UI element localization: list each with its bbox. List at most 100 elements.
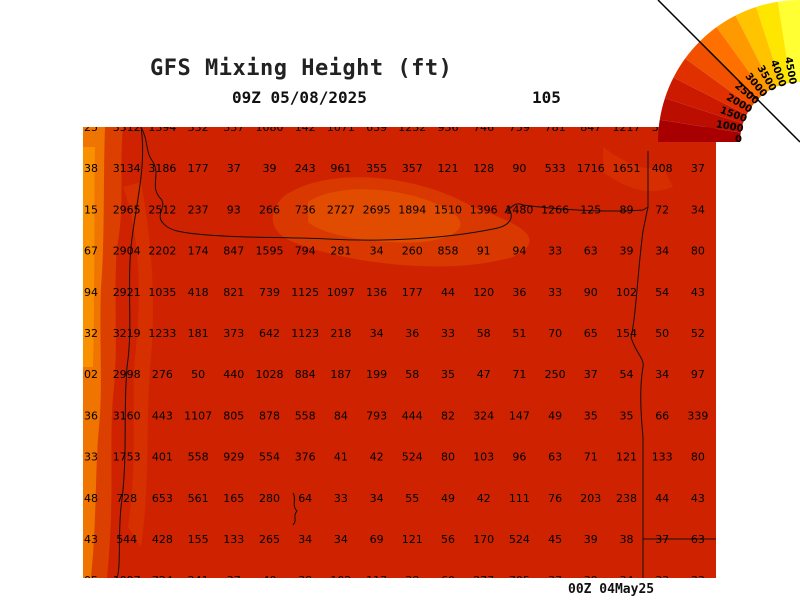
station-value: 43 xyxy=(691,492,705,505)
station-value: 929 xyxy=(223,451,244,464)
station-value: 781 xyxy=(545,127,566,134)
station-value: 533 xyxy=(545,162,566,175)
station-value: 35 xyxy=(441,368,455,381)
station-value: 80 xyxy=(441,451,455,464)
station-value: 49 xyxy=(548,409,562,422)
station-value: 33 xyxy=(548,245,562,258)
valid-time: 09Z 05/08/2025 xyxy=(232,88,367,107)
station-value: 936 xyxy=(438,127,459,134)
station-value: 70 xyxy=(548,327,562,340)
station-value: 37 xyxy=(584,368,598,381)
station-value: 121 xyxy=(402,533,423,546)
station-value: 544 xyxy=(116,533,137,546)
station-value: 3186 xyxy=(148,162,176,175)
station-value: 265 xyxy=(259,533,280,546)
station-value: 444 xyxy=(402,409,423,422)
station-value: 443 xyxy=(152,409,173,422)
station-value: 38 xyxy=(84,162,98,175)
station-value: 858 xyxy=(438,245,459,258)
station-value: 277 xyxy=(473,574,494,578)
station-value: 3160 xyxy=(113,409,141,422)
legend-wedge xyxy=(664,77,747,124)
state-borders xyxy=(116,127,716,578)
station-value: 47 xyxy=(477,368,491,381)
station-value: 36 xyxy=(405,327,419,340)
station-value: 38 xyxy=(620,533,634,546)
station-value: 90 xyxy=(512,162,526,175)
station-value: 199 xyxy=(366,368,387,381)
station-value: 281 xyxy=(330,245,351,258)
station-value: 54 xyxy=(655,286,669,299)
station-value: 43 xyxy=(84,533,98,546)
station-value: 1123 xyxy=(291,327,319,340)
station-value: 2727 xyxy=(327,203,355,216)
station-value: 103 xyxy=(473,451,494,464)
station-value: 37 xyxy=(655,533,669,546)
station-value: 203 xyxy=(580,492,601,505)
station-value: 39 xyxy=(620,245,634,258)
station-value: 56 xyxy=(441,533,455,546)
station-value: 155 xyxy=(188,533,209,546)
station-value: 50 xyxy=(191,368,205,381)
station-value: 724 xyxy=(152,574,173,578)
station-value: 2904 xyxy=(113,245,141,258)
station-value: 1595 xyxy=(256,245,284,258)
station-value: 243 xyxy=(295,162,316,175)
station-value: 33 xyxy=(691,574,705,578)
station-value: 376 xyxy=(295,451,316,464)
station-value: 34 xyxy=(334,533,348,546)
station-value: 36 xyxy=(84,409,98,422)
station-value: 821 xyxy=(223,286,244,299)
station-value: 51 xyxy=(512,327,526,340)
station-value: 96 xyxy=(512,451,526,464)
station-value: 805 xyxy=(223,409,244,422)
station-value: 561 xyxy=(188,492,209,505)
station-value: 1097 xyxy=(327,286,355,299)
station-value: 165 xyxy=(223,492,244,505)
station-value: 408 xyxy=(652,162,673,175)
station-value: 1107 xyxy=(184,409,212,422)
station-value: 34 xyxy=(298,533,312,546)
station-value: 44 xyxy=(655,492,669,505)
station-value: 154 xyxy=(616,327,637,340)
station-value: 35 xyxy=(584,409,598,422)
station-value: 142 xyxy=(295,127,316,134)
coastal-shading xyxy=(83,127,673,578)
station-value: 39 xyxy=(263,162,277,175)
station-value: 794 xyxy=(295,245,316,258)
station-value: 1480 xyxy=(505,203,533,216)
station-value: 847 xyxy=(223,245,244,258)
station-value: 1080 xyxy=(256,127,284,134)
station-value: 72 xyxy=(655,203,669,216)
station-value: 111 xyxy=(509,492,530,505)
station-value: 63 xyxy=(691,533,705,546)
station-value: 739 xyxy=(259,286,280,299)
station-value: 45 xyxy=(548,533,562,546)
station-value: 170 xyxy=(473,533,494,546)
station-value: 42 xyxy=(477,492,491,505)
station-value: 33 xyxy=(84,451,98,464)
station-value: 37 xyxy=(227,162,241,175)
legend-label: 1000 xyxy=(715,119,744,135)
station-value: 66 xyxy=(655,409,669,422)
legend-wedge xyxy=(685,41,758,107)
station-value: 33 xyxy=(334,492,348,505)
station-value: 746 xyxy=(473,127,494,134)
station-value: 1894 xyxy=(398,203,426,216)
station-value: 42 xyxy=(370,451,384,464)
station-value: 39 xyxy=(584,533,598,546)
station-value: 177 xyxy=(188,162,209,175)
station-value: 34 xyxy=(620,574,634,578)
station-value: 174 xyxy=(188,245,209,258)
station-value: 63 xyxy=(548,451,562,464)
station-value: 2695 xyxy=(363,203,391,216)
station-value: 69 xyxy=(370,533,384,546)
station-value: 49 xyxy=(441,492,455,505)
station-value: 38 xyxy=(298,574,312,578)
station-value: 961 xyxy=(330,162,351,175)
station-value: 276 xyxy=(152,368,173,381)
station-value: 63 xyxy=(584,245,598,258)
station-value: 80 xyxy=(691,245,705,258)
station-value: 401 xyxy=(152,451,173,464)
station-value: 238 xyxy=(616,492,637,505)
